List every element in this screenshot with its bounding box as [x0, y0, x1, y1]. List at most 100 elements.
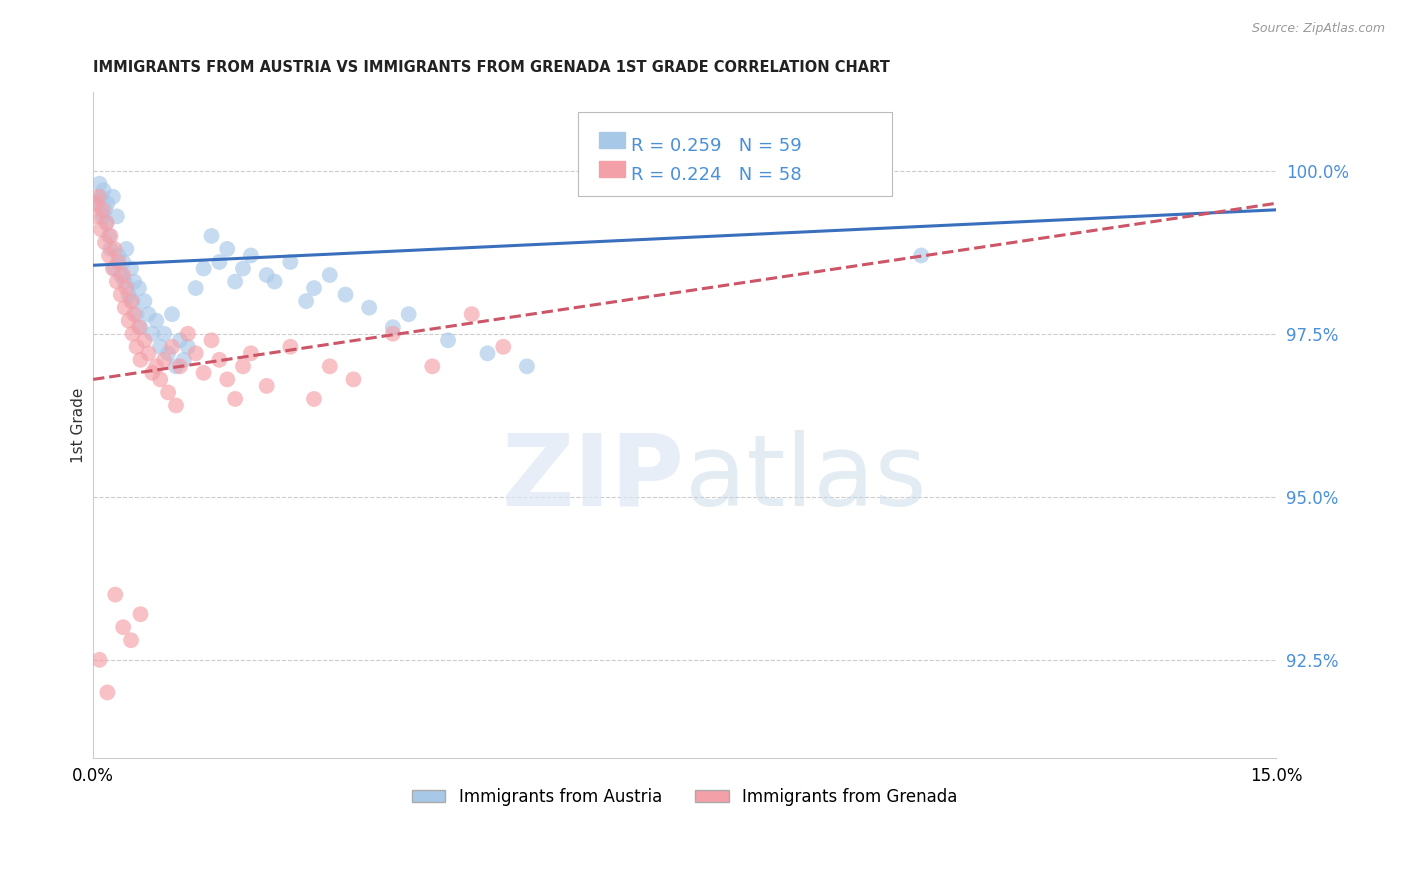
Point: [256, 379, 278, 393]
Point: [104, 588, 127, 602]
Point: [122, 275, 145, 289]
Point: [118, 287, 141, 301]
Point: [121, 326, 143, 341]
Point: [96, 196, 118, 211]
Point: [302, 392, 325, 406]
Point: [153, 352, 176, 367]
Point: [96, 216, 118, 230]
Point: [122, 307, 145, 321]
Point: [153, 326, 176, 341]
Point: [118, 314, 141, 328]
Point: [138, 346, 160, 360]
Text: Source: ZipAtlas.com: Source: ZipAtlas.com: [1251, 22, 1385, 36]
Point: [169, 333, 191, 347]
Point: [278, 255, 301, 269]
Point: [437, 333, 460, 347]
Point: [157, 346, 180, 360]
Point: [103, 261, 125, 276]
Point: [94, 202, 117, 217]
Point: [224, 275, 246, 289]
Point: [101, 261, 124, 276]
Point: [173, 352, 195, 367]
Point: [89, 653, 111, 667]
Point: [145, 314, 167, 328]
Point: [224, 392, 246, 406]
FancyBboxPatch shape: [578, 112, 891, 195]
Point: [129, 320, 152, 334]
Point: [84, 196, 107, 211]
Point: [94, 235, 117, 250]
Point: [86, 196, 108, 211]
Text: R = 0.259   N = 59: R = 0.259 N = 59: [631, 137, 803, 155]
Point: [105, 210, 128, 224]
Point: [90, 190, 112, 204]
Point: [319, 268, 342, 282]
Point: [149, 372, 172, 386]
Bar: [599, 132, 626, 148]
Point: [114, 301, 136, 315]
Point: [169, 359, 191, 374]
Point: [184, 281, 207, 295]
Point: [91, 202, 114, 217]
Point: [105, 275, 128, 289]
Text: IMMIGRANTS FROM AUSTRIA VS IMMIGRANTS FROM GRENADA 1ST GRADE CORRELATION CHART: IMMIGRANTS FROM AUSTRIA VS IMMIGRANTS FR…: [93, 60, 890, 75]
Point: [112, 620, 135, 634]
Point: [398, 307, 420, 321]
Point: [86, 210, 108, 224]
Point: [128, 281, 150, 295]
Point: [177, 326, 200, 341]
Point: [120, 261, 142, 276]
Point: [120, 294, 142, 309]
Point: [91, 210, 114, 224]
Point: [200, 333, 222, 347]
Point: [134, 294, 156, 309]
Bar: [599, 161, 626, 177]
Point: [121, 294, 143, 309]
Point: [114, 275, 136, 289]
Point: [342, 372, 364, 386]
Point: [208, 255, 231, 269]
Point: [232, 261, 254, 276]
Point: [420, 359, 443, 374]
Point: [141, 326, 163, 341]
Text: R = 0.224   N = 58: R = 0.224 N = 58: [631, 166, 801, 184]
Point: [295, 294, 318, 309]
Point: [256, 268, 278, 282]
Point: [107, 248, 129, 262]
Point: [141, 366, 163, 380]
Point: [461, 307, 484, 321]
Point: [193, 261, 215, 276]
Point: [177, 340, 200, 354]
Point: [89, 177, 111, 191]
Point: [120, 633, 142, 648]
Y-axis label: 1st Grade: 1st Grade: [72, 387, 86, 463]
Point: [217, 372, 239, 386]
Legend: Immigrants from Austria, Immigrants from Grenada: Immigrants from Austria, Immigrants from…: [405, 781, 965, 813]
Point: [138, 307, 160, 321]
Text: ZIP: ZIP: [502, 430, 685, 527]
Point: [110, 287, 132, 301]
Point: [359, 301, 381, 315]
Point: [96, 685, 118, 699]
Point: [278, 340, 301, 354]
Point: [96, 216, 118, 230]
Point: [93, 183, 115, 197]
Point: [90, 222, 112, 236]
Point: [100, 242, 122, 256]
Point: [239, 248, 262, 262]
Point: [335, 287, 357, 301]
Point: [381, 326, 404, 341]
Point: [208, 352, 231, 367]
Point: [160, 340, 183, 354]
Point: [217, 242, 239, 256]
Point: [112, 268, 135, 282]
Point: [477, 346, 499, 360]
Point: [128, 320, 150, 334]
Point: [101, 190, 124, 204]
Point: [200, 228, 222, 243]
Point: [129, 352, 152, 367]
Point: [193, 366, 215, 380]
Point: [232, 359, 254, 374]
Point: [165, 399, 187, 413]
Text: atlas: atlas: [685, 430, 927, 527]
